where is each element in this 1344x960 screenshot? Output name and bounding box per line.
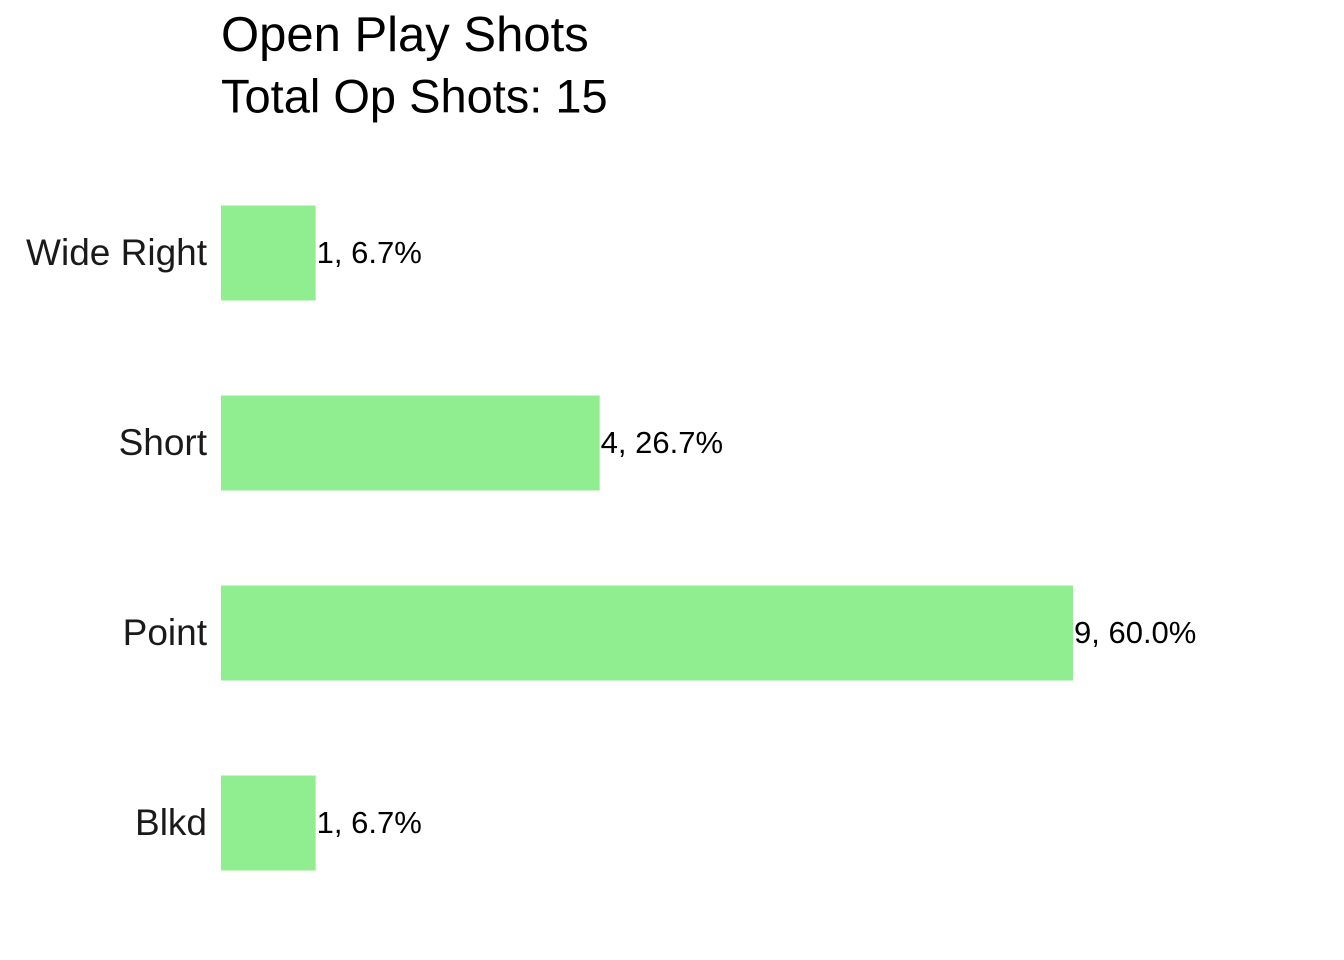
bar (221, 395, 600, 491)
y-tick-label: Point (123, 612, 208, 653)
bar (221, 585, 1073, 681)
bar (221, 775, 316, 871)
value-label: 1, 6.7% (317, 235, 422, 270)
y-tick-label: Blkd (135, 802, 207, 843)
y-tick-label: Short (119, 422, 208, 463)
value-label: 1, 6.7% (317, 805, 422, 840)
y-tick-label: Wide Right (26, 232, 208, 273)
value-label: 9, 60.0% (1074, 615, 1196, 650)
chart-title: Open Play Shots (221, 8, 589, 62)
value-label: 4, 26.7% (601, 425, 723, 460)
bar (221, 205, 316, 301)
chart-subtitle: Total Op Shots: 15 (221, 69, 608, 122)
